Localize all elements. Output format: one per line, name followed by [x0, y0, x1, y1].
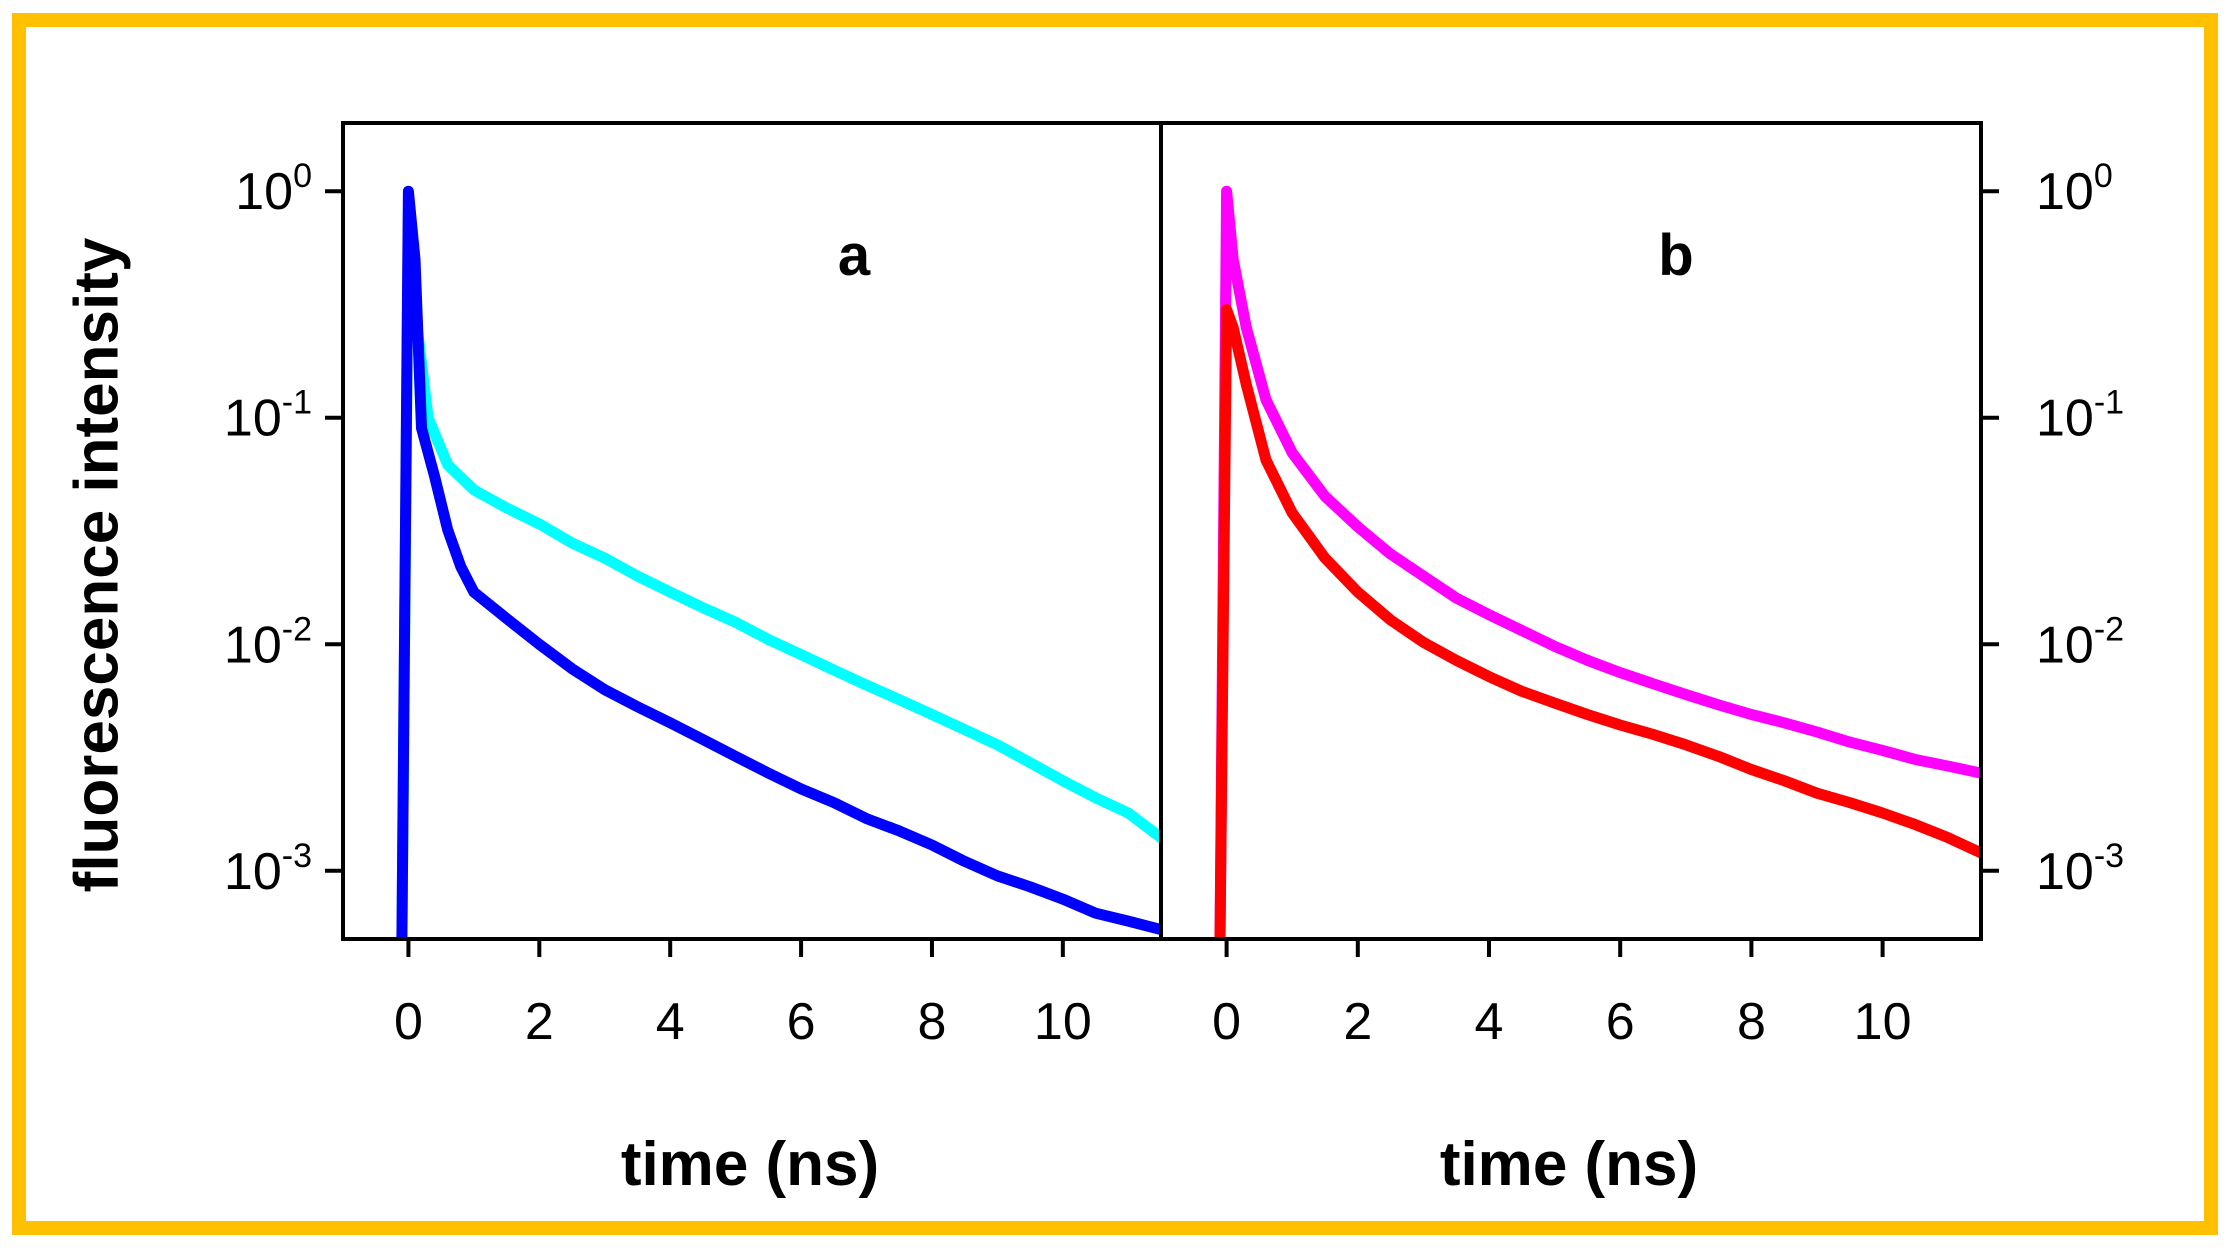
- panel-b-series-red-trace: [1214, 304, 1981, 939]
- panel-a-y-tick-label: 10-2: [224, 610, 312, 674]
- panel-a-series-cyan-trace: [396, 207, 1161, 939]
- panel-a-traces: [396, 185, 1161, 939]
- axis-ticks: 0 2 4 6 8 10 100 10-1 10-2 10-3 0 2 4 6 8 10 100 10-1 10-2…: [224, 157, 2124, 1051]
- outer-frame: [12, 13, 2218, 1235]
- panel-letter-b: b: [1658, 223, 1693, 288]
- panel-b-y-tick-label: 10-1: [2036, 384, 2124, 448]
- panel-a-x-tick-label: 2: [525, 993, 554, 1051]
- panel-b-x-tick-label: 8: [1737, 993, 1766, 1051]
- panel-b-y-tick-label: 10-3: [2036, 837, 2124, 901]
- x-axis-title-b: time (ns): [1440, 1130, 1698, 1199]
- panel-a-x-tick-label: 0: [394, 993, 423, 1051]
- panel-b-x-tick-label: 0: [1212, 993, 1241, 1051]
- panel-b-y-tick-label: 100: [2036, 157, 2113, 221]
- panel-a-y-tick-label: 10-1: [224, 384, 312, 448]
- panel-b-traces: [1214, 185, 1981, 939]
- panel-a-x-tick-label: 8: [917, 993, 946, 1051]
- panel-a-y-tick-label: 100: [235, 157, 312, 221]
- panel-a-x-tick-label: 10: [1034, 993, 1092, 1051]
- panel-a-y-tick-label: 10-3: [224, 837, 312, 901]
- panel-b-x-tick-label: 6: [1606, 993, 1635, 1051]
- panel-a-x-tick-label: 6: [787, 993, 816, 1051]
- panel-b-series-magenta-trace: [1214, 185, 1981, 939]
- panel-b-x-tick-label: 4: [1475, 993, 1504, 1051]
- panel-b-frame: [1159, 121, 1983, 941]
- panel-b-y-tick-label: 10-2: [2036, 610, 2124, 674]
- panel-b-x-tick-label: 2: [1343, 993, 1372, 1051]
- panel-a-x-tick-label: 4: [656, 993, 685, 1051]
- panel-letter-a: a: [838, 223, 871, 288]
- x-axis-title-a: time (ns): [621, 1130, 879, 1199]
- panel-b-x-tick-label: 10: [1854, 993, 1912, 1051]
- panel-a-series-blue-trace: [396, 185, 1161, 939]
- y-axis-title: fluorescence intensity: [63, 237, 132, 892]
